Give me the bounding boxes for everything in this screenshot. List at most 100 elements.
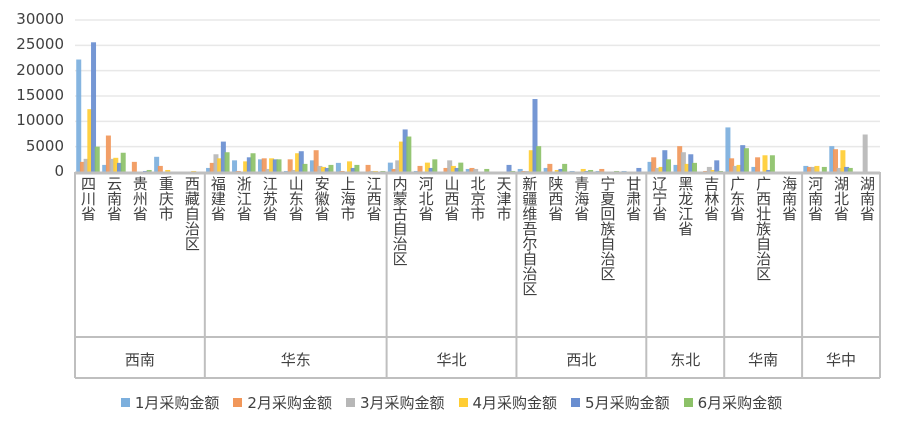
category-label: 吉林省 — [702, 176, 721, 221]
bar-1 — [465, 168, 471, 172]
bar-5 — [766, 169, 772, 172]
bar-5 — [246, 157, 252, 172]
bar-2 — [755, 157, 761, 172]
bar-1 — [725, 127, 731, 172]
category-label: 江西省 — [364, 176, 383, 221]
bar-3 — [473, 168, 479, 172]
bar-5 — [117, 162, 123, 172]
bar-4 — [814, 165, 820, 172]
legend-item: 6月采购金额 — [683, 392, 782, 413]
bar-2 — [79, 161, 85, 172]
bar-3 — [395, 160, 401, 172]
bar-6 — [588, 169, 594, 172]
bar-1 — [335, 162, 341, 172]
legend-item: 1月采购金额 — [120, 392, 219, 413]
bar-1 — [803, 165, 809, 172]
bar-5 — [688, 154, 694, 172]
y-tick-label: 15000 — [16, 86, 64, 104]
bar-2 — [677, 146, 683, 172]
bar-6 — [328, 164, 334, 172]
legend-label: 4月采购金额 — [472, 394, 558, 412]
group-label: 东北 — [670, 351, 701, 369]
y-tick-label: 5000 — [25, 136, 64, 155]
category-label: 重庆市 — [156, 176, 175, 221]
bar-5 — [220, 141, 226, 172]
bar-6 — [276, 159, 282, 172]
category-label: 云南省 — [104, 176, 123, 221]
bar-4 — [658, 166, 664, 172]
bar-1 — [309, 160, 315, 172]
group-label: 华北 — [436, 351, 467, 369]
y-tick-label: 10000 — [16, 111, 64, 130]
legend-item: 3月采购金额 — [345, 392, 445, 413]
bar-5 — [350, 167, 356, 172]
bar-6 — [250, 153, 256, 172]
bar-4 — [398, 141, 404, 172]
bar-4 — [191, 170, 197, 172]
bar-5 — [142, 170, 148, 172]
bar-2 — [209, 162, 215, 172]
bar-2 — [469, 167, 475, 172]
y-tick-label: 0 — [54, 162, 64, 180]
bar-6 — [562, 163, 568, 172]
bar-5 — [532, 99, 538, 172]
bar-4 — [165, 169, 171, 172]
bar-1 — [387, 162, 393, 172]
bar-2 — [287, 159, 293, 172]
bar-3 — [706, 166, 712, 172]
bar-6 — [484, 168, 490, 172]
bar-6 — [120, 152, 126, 172]
group-label: 华中 — [826, 351, 857, 369]
bar-3 — [447, 160, 453, 172]
category-label: 安徽省 — [312, 176, 331, 221]
bar-2 — [313, 150, 319, 172]
bar-3 — [265, 168, 271, 172]
bar-3 — [317, 165, 323, 172]
legend-swatch — [683, 398, 693, 407]
bar-1 — [517, 168, 523, 172]
bar-4 — [710, 169, 716, 172]
bar-6 — [821, 166, 827, 172]
bar-6 — [406, 136, 412, 172]
bar-2 — [703, 170, 709, 172]
group-label: 华南 — [748, 351, 779, 369]
bar-4 — [243, 161, 249, 172]
category-label: 西藏自治区 — [182, 176, 201, 251]
bar-3 — [732, 165, 738, 172]
bar-6 — [666, 159, 672, 172]
bar-6 — [717, 170, 723, 172]
bar-2 — [131, 161, 137, 172]
bar-4 — [762, 155, 768, 172]
category-label: 辽宁省 — [650, 176, 669, 221]
bar-1 — [206, 167, 212, 172]
bar-2 — [391, 168, 397, 172]
bar-5 — [402, 129, 408, 172]
bar-3 — [862, 134, 868, 172]
bar-5 — [91, 42, 97, 172]
bar-3 — [525, 170, 531, 172]
bar-2 — [832, 149, 838, 172]
bar-6 — [380, 170, 386, 172]
bar-2 — [261, 158, 267, 172]
bar-2 — [651, 157, 657, 172]
bar-5 — [714, 160, 720, 172]
legend-swatch — [458, 398, 468, 407]
category-label: 四川省 — [78, 176, 97, 221]
bar-5 — [324, 167, 330, 172]
category-label: 河北省 — [416, 176, 435, 221]
bar-5 — [454, 167, 460, 172]
bar-3 — [213, 154, 219, 172]
bar-1 — [258, 159, 264, 172]
category-label: 青海省 — [572, 176, 591, 221]
bar-6 — [146, 169, 152, 172]
bar-4 — [113, 157, 119, 172]
legend-swatch — [345, 398, 355, 407]
bar-2 — [105, 135, 111, 172]
bar-6 — [743, 148, 749, 172]
bar-5 — [506, 164, 512, 172]
bar-4 — [736, 164, 742, 172]
bar-4 — [554, 169, 560, 172]
bar-2 — [339, 170, 345, 172]
